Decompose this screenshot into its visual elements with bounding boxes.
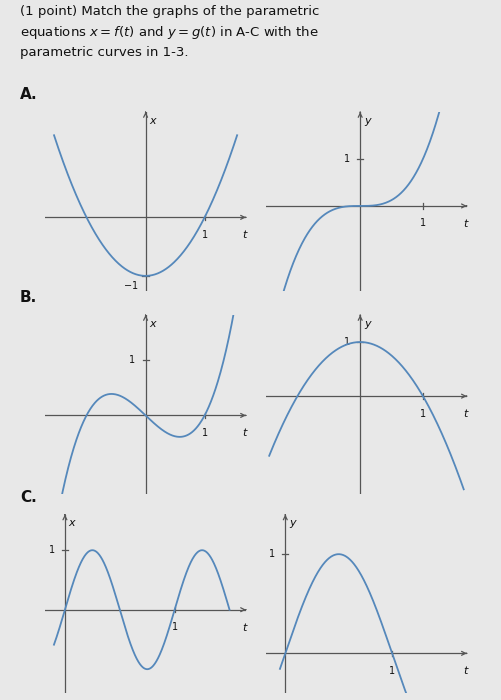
Text: 1: 1 [201, 428, 207, 438]
Text: $y$: $y$ [288, 518, 297, 530]
Text: t: t [241, 428, 246, 438]
Text: t: t [462, 219, 466, 229]
Text: t: t [241, 230, 246, 240]
Text: (1 point) Match the graphs of the parametric
equations $x = f(t)$ and $y = g(t)$: (1 point) Match the graphs of the parame… [20, 4, 319, 59]
Text: 1: 1 [419, 218, 425, 228]
Text: A.: A. [20, 87, 38, 102]
Text: 1: 1 [343, 154, 350, 164]
Text: $x$: $x$ [149, 318, 158, 328]
Text: t: t [462, 409, 466, 419]
Text: 1: 1 [269, 550, 275, 559]
Text: C.: C. [20, 489, 37, 505]
Text: 1: 1 [129, 355, 135, 365]
Text: t: t [462, 666, 466, 676]
Text: 1: 1 [419, 409, 425, 419]
Text: 1: 1 [201, 230, 207, 240]
Text: $x$: $x$ [68, 518, 77, 528]
Text: $y$: $y$ [363, 116, 372, 127]
Text: 1: 1 [49, 545, 55, 555]
Text: 1: 1 [343, 337, 350, 347]
Text: $-1$: $-1$ [123, 279, 138, 290]
Text: 1: 1 [171, 622, 177, 632]
Text: B.: B. [20, 290, 37, 305]
Text: $y$: $y$ [363, 318, 372, 330]
Text: $x$: $x$ [149, 116, 158, 125]
Text: 1: 1 [388, 666, 394, 675]
Text: t: t [241, 622, 246, 633]
